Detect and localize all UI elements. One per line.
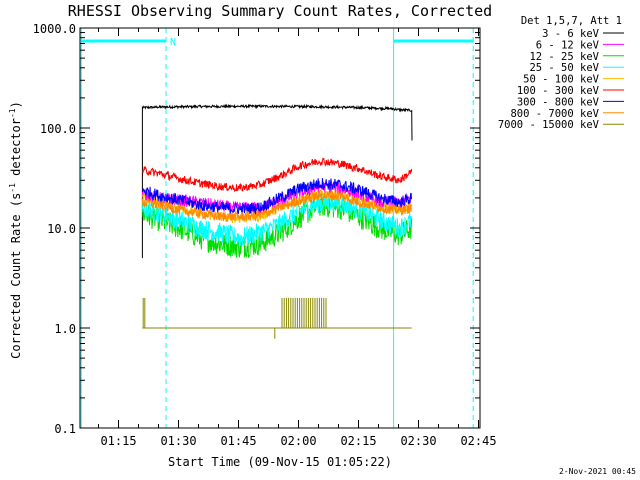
legend-entry: 7000 - 15000 keV: [498, 119, 600, 131]
legend-entry: 800 - 7000 keV: [510, 108, 599, 120]
series-line-5: [141, 157, 413, 193]
legend-entry: 25 - 50 keV: [529, 62, 599, 74]
legend-header: Det 1,5,7, Att 1: [521, 15, 622, 27]
x-tick-label: 02:15: [340, 434, 376, 448]
y-tick-label: 0.1: [54, 422, 76, 436]
x-tick-label: 02:00: [280, 434, 316, 448]
annotation-n: N: [170, 37, 176, 48]
y-tick-label: 1.0: [54, 322, 76, 336]
legend-entry: 100 - 300 keV: [517, 85, 600, 97]
x-axis-label: Start Time (09-Nov-15 01:05:22): [168, 455, 392, 469]
series-line-0: [141, 103, 413, 259]
legend-entry: 3 - 6 keV: [542, 28, 600, 40]
footer-date: 2-Nov-2021 00:45: [559, 467, 636, 476]
x-tick-label: 02:30: [400, 434, 436, 448]
series-line-7: [141, 190, 413, 222]
y-tick-label: 10.0: [47, 222, 76, 236]
legend-entry: 12 - 25 keV: [529, 51, 599, 63]
x-tick-label: 01:15: [100, 434, 136, 448]
x-tick-label: 02:45: [460, 434, 496, 448]
series-line-6: [141, 178, 413, 216]
series-line-3: [141, 192, 413, 246]
x-tick-label: 01:30: [160, 434, 196, 448]
legend-entry: 300 - 800 keV: [517, 96, 600, 108]
y-tick-label: 100.0: [40, 122, 76, 136]
legend-entry: 6 - 12 keV: [536, 39, 600, 51]
legend-entry: 50 - 100 keV: [523, 74, 600, 86]
y-axis-label: Corrected Count Rate (s-1 detector-1): [8, 101, 23, 359]
y-tick-label: 1000.0: [33, 22, 76, 36]
chart-title: RHESSI Observing Summary Count Rates, Co…: [68, 2, 492, 20]
x-tick-label: 01:45: [220, 434, 256, 448]
x-axis-ticks: 01:15 01:30 01:45 02:00 02:15 02:30 02:45: [98, 28, 497, 448]
y-axis-ticks: 0.1 1.0 10.0 100.0 1000.0: [33, 22, 480, 436]
